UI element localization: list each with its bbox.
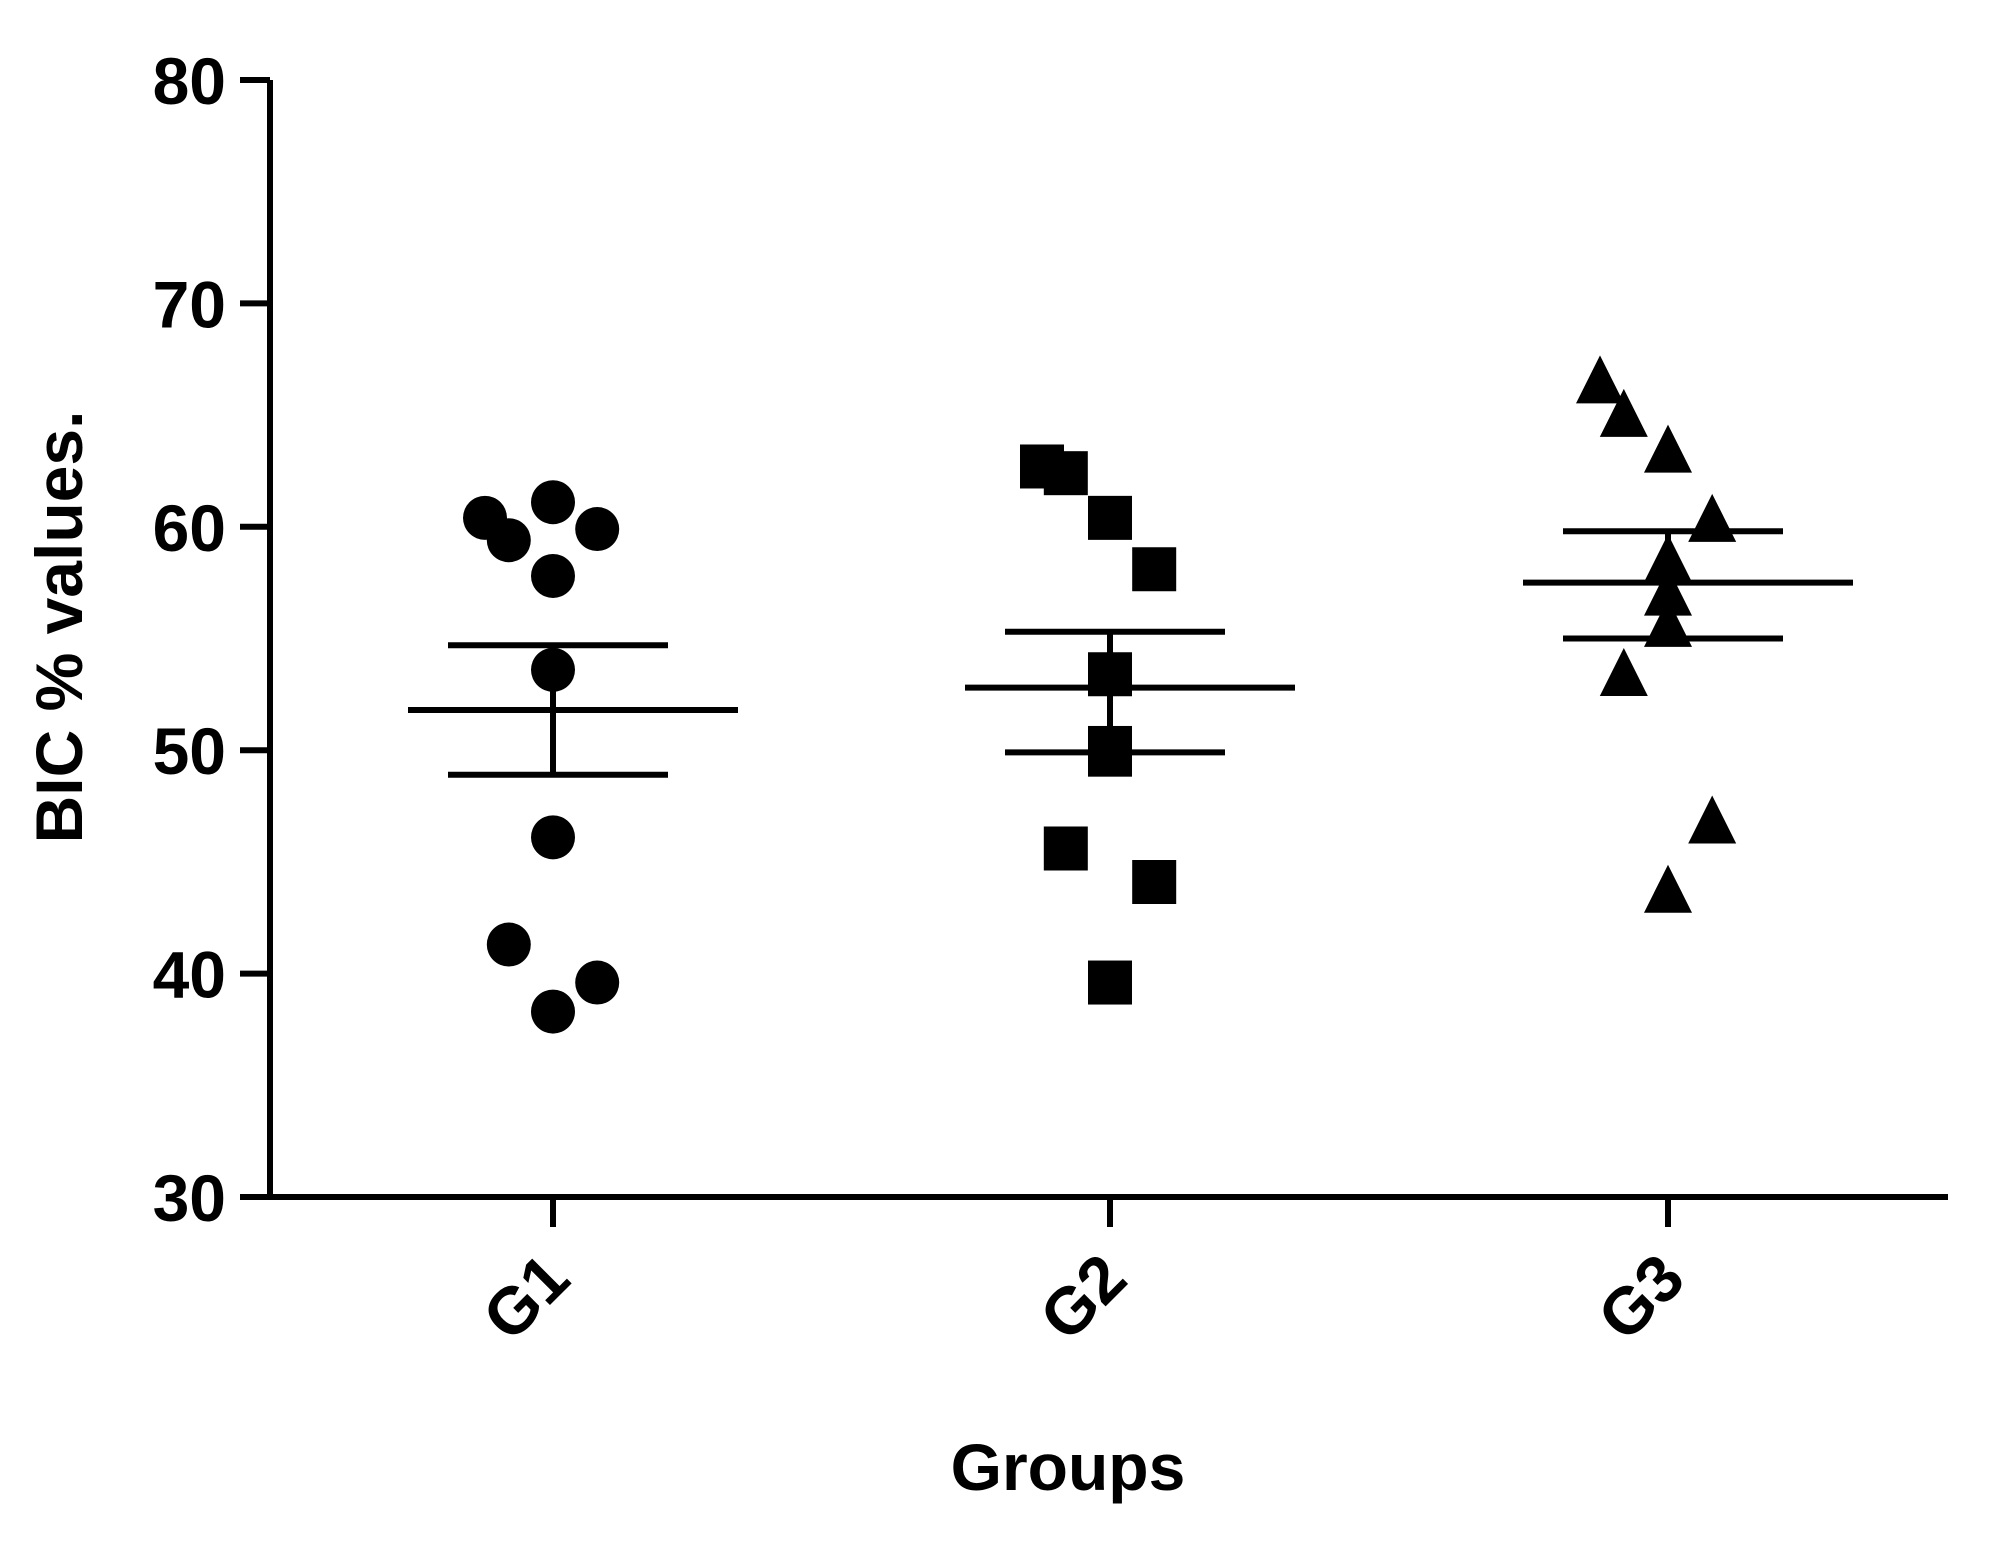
x-axis-label: Groups bbox=[951, 1430, 1186, 1504]
data-point-circle bbox=[575, 960, 620, 1005]
x-tick-label: G2 bbox=[1025, 1240, 1140, 1355]
data-point-triangle bbox=[1599, 648, 1648, 697]
data-marks bbox=[463, 355, 1737, 1034]
data-point-triangle bbox=[1599, 388, 1648, 437]
mean-sem-bars bbox=[408, 528, 1853, 778]
data-point-triangle bbox=[1644, 424, 1692, 473]
data-point-circle bbox=[575, 507, 620, 552]
y-axis-label: BIC % values. bbox=[22, 411, 96, 844]
data-point-square bbox=[1043, 451, 1088, 496]
data-point-triangle bbox=[1576, 355, 1624, 404]
data-point-circle bbox=[486, 518, 531, 563]
data-point-circle bbox=[531, 989, 575, 1034]
data-point-triangle bbox=[1688, 795, 1737, 844]
x-tick-label: G3 bbox=[1583, 1240, 1698, 1355]
data-point-square bbox=[1132, 547, 1177, 592]
data-point-triangle bbox=[1688, 493, 1737, 542]
data-point-circle bbox=[531, 815, 575, 860]
y-tick-label: 80 bbox=[153, 44, 226, 118]
y-tick-label: 70 bbox=[153, 267, 226, 341]
y-tick-label: 50 bbox=[153, 714, 226, 788]
data-point-square bbox=[1043, 826, 1088, 871]
x-tick-label: G1 bbox=[468, 1240, 583, 1355]
data-point-square bbox=[1088, 495, 1132, 540]
data-point-square bbox=[1132, 860, 1177, 905]
axes: 30 40 50 60 70 80 G1 G2 G3 bbox=[153, 44, 1948, 1354]
data-point-triangle bbox=[1644, 864, 1692, 913]
data-point-circle bbox=[531, 553, 575, 598]
y-tick-label: 60 bbox=[153, 491, 226, 565]
data-point-circle bbox=[531, 480, 575, 525]
data-point-circle bbox=[486, 922, 531, 967]
y-tick-label: 30 bbox=[153, 1161, 226, 1235]
y-tick-label: 40 bbox=[153, 938, 226, 1012]
data-point-square bbox=[1088, 960, 1132, 1005]
